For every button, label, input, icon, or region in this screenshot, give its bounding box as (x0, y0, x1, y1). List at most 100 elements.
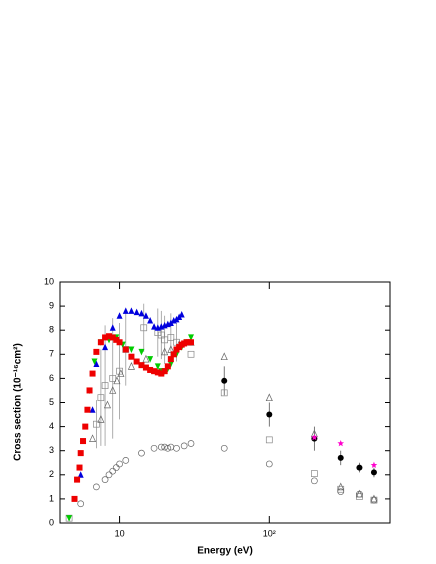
point (66, 515, 73, 522)
point (188, 334, 195, 341)
point (187, 350, 195, 358)
point (109, 324, 116, 331)
point (77, 500, 85, 508)
point (167, 334, 175, 341)
y-tick-label: 6 (49, 373, 54, 383)
point (164, 444, 172, 452)
point (142, 364, 149, 371)
point (101, 382, 109, 389)
point (101, 476, 109, 483)
point (86, 387, 93, 394)
point (180, 442, 188, 450)
point (122, 307, 129, 314)
point (109, 375, 117, 382)
point (138, 362, 145, 369)
point (142, 354, 150, 363)
point (128, 353, 135, 360)
point (220, 444, 228, 452)
plot-frame (59, 281, 391, 524)
point (138, 449, 145, 457)
x-tick-label: 10² (263, 528, 276, 538)
point (167, 360, 174, 368)
point (102, 334, 109, 341)
point (311, 433, 318, 441)
point (109, 334, 116, 341)
y-tick-label: 4 (49, 421, 54, 431)
y-tick-label: 0 (49, 517, 54, 527)
point (147, 366, 154, 373)
point (167, 319, 174, 326)
point (265, 393, 273, 402)
point (356, 464, 363, 471)
point (97, 394, 105, 402)
point (150, 444, 158, 452)
point (93, 348, 100, 355)
point (116, 460, 123, 468)
point (157, 443, 165, 451)
point (140, 324, 148, 332)
point (151, 323, 158, 330)
x-tick-label: 10 (115, 528, 125, 538)
point (93, 420, 100, 428)
point (109, 467, 117, 475)
point (220, 389, 228, 397)
point (77, 450, 84, 457)
point (122, 346, 129, 353)
point (370, 494, 378, 503)
point (265, 460, 273, 468)
point (93, 483, 100, 491)
point (122, 456, 130, 464)
point (102, 343, 109, 351)
point (370, 496, 378, 504)
point (93, 360, 100, 367)
point (117, 369, 125, 377)
point (89, 370, 96, 377)
y-tick-label: 8 (49, 325, 54, 335)
point (116, 312, 123, 319)
point (77, 471, 84, 478)
point (266, 411, 273, 418)
point (158, 370, 165, 377)
y-tick-label: 10 (44, 276, 54, 286)
point (164, 363, 171, 370)
point (370, 469, 377, 476)
point (167, 356, 174, 363)
point (154, 369, 161, 376)
point (106, 333, 113, 340)
point (311, 470, 318, 477)
point (128, 346, 135, 353)
y-tick-label: 2 (49, 469, 54, 479)
point (142, 312, 149, 319)
y-axis-label: Cross section (10⁻¹⁶cm²) (13, 343, 24, 461)
point (173, 444, 180, 452)
point (138, 309, 145, 317)
y-tick-label: 1 (49, 493, 54, 503)
point (89, 434, 97, 442)
point (127, 362, 135, 370)
point (138, 348, 145, 356)
point (154, 363, 161, 370)
point (220, 352, 228, 361)
point (170, 351, 177, 358)
point (188, 339, 195, 346)
point (370, 461, 378, 468)
y-tick-label: 5 (49, 397, 54, 407)
point (337, 454, 344, 461)
point (103, 400, 112, 409)
point (337, 488, 345, 496)
point (133, 358, 140, 365)
point (76, 464, 83, 471)
point (178, 311, 185, 318)
point (109, 386, 117, 394)
point (113, 336, 120, 343)
point (113, 376, 121, 385)
point (128, 307, 135, 314)
point (356, 490, 363, 498)
point (337, 439, 345, 447)
point (97, 339, 104, 346)
point (161, 368, 168, 375)
point (265, 436, 273, 444)
point (112, 464, 120, 471)
point (84, 406, 91, 413)
y-tick-label: 9 (49, 300, 54, 310)
